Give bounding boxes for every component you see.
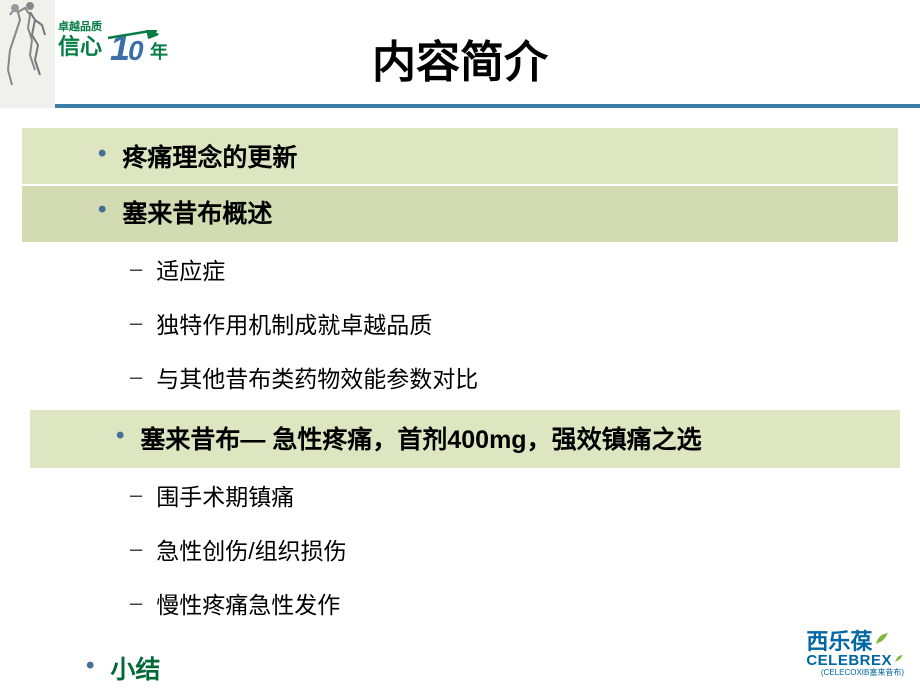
outline-item-1-text: 疼痛理念的更新 <box>122 138 297 174</box>
anniversary-logo: 信心 1 0 年 <box>58 30 176 85</box>
dash-icon: – <box>130 484 142 506</box>
outline-sub-item: – 慢性疼痛急性发作 <box>0 576 920 630</box>
logo-area: 卓越品质 信心 1 0 年 <box>0 0 180 108</box>
outline-item-4: • 小结 <box>0 638 920 696</box>
dash-icon: – <box>130 366 142 388</box>
outline-sub-text: 围手术期镇痛 <box>156 478 294 512</box>
outline-sub-item: – 与其他昔布类药物效能参数对比 <box>0 350 920 404</box>
outline-sub-item: – 独特作用机制成就卓越品质 <box>0 296 920 350</box>
bullet-icon: • <box>98 142 106 166</box>
outline-item-3-text: 塞来昔布— 急性疼痛，首剂400mg，强效镇痛之选 <box>140 420 701 456</box>
bullet-icon: • <box>116 424 124 448</box>
outline-sub-text: 急性创伤/组织损伤 <box>156 532 346 566</box>
outline-item-1: • 疼痛理念的更新 <box>22 128 898 184</box>
dash-icon: – <box>130 592 142 614</box>
svg-text:0: 0 <box>128 35 144 66</box>
outline-content: • 疼痛理念的更新 • 塞来昔布概述 – 适应症 – 独特作用机制成就卓越品质 … <box>0 108 920 696</box>
dash-icon: – <box>130 538 142 560</box>
outline-sub-text: 与其他昔布类药物效能参数对比 <box>156 360 478 394</box>
svg-text:信心: 信心 <box>58 34 102 59</box>
outline-sub-text: 独特作用机制成就卓越品质 <box>156 306 432 340</box>
outline-sub-item: – 急性创伤/组织损伤 <box>0 522 920 576</box>
slide-title: 内容简介 <box>372 26 548 90</box>
bullet-icon: • <box>98 198 106 222</box>
outline-item-4-text: 小结 <box>110 650 160 686</box>
brand-sub-text: (CELECOXIB塞来昔布) <box>806 667 904 678</box>
dash-icon: – <box>130 258 142 280</box>
outline-sub-item: – 适应症 <box>0 242 920 296</box>
outline-item-2-text: 塞来昔布概述 <box>122 194 272 230</box>
dash-icon: – <box>130 312 142 334</box>
outline-sub-item: – 围手术期镇痛 <box>0 468 920 522</box>
footer-brand-logo: 西乐葆 CELEBREX (CELECOXIB塞来昔布) <box>806 624 904 678</box>
outline-item-3: • 塞来昔布— 急性疼痛，首剂400mg，强效镇痛之选 <box>30 410 900 468</box>
outline-sub-text: 适应症 <box>156 252 225 286</box>
leaf-icon <box>894 652 904 666</box>
slide-header: 卓越品质 信心 1 0 年 内容简介 <box>0 0 920 108</box>
leaf-icon <box>874 630 890 651</box>
runners-graphic <box>0 0 55 108</box>
outline-sub-text: 慢性疼痛急性发作 <box>156 586 340 620</box>
outline-item-2: • 塞来昔布概述 <box>22 186 898 242</box>
svg-text:年: 年 <box>150 41 168 62</box>
bullet-icon: • <box>86 654 94 678</box>
